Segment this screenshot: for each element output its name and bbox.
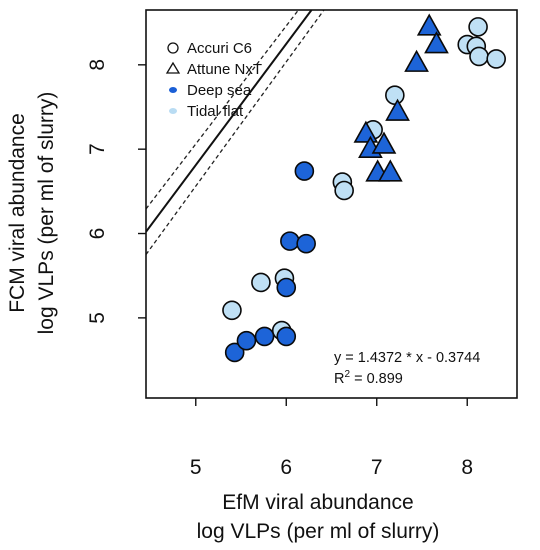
legend: Accuri C6 Attune NxT Deep sea Tidal flat xyxy=(165,40,262,120)
confidence-lower-line xyxy=(146,10,325,255)
deep-sea-triangle-point xyxy=(353,120,379,143)
fit-lines xyxy=(146,10,325,255)
deep-sea-circle-point xyxy=(276,277,297,298)
tidal-flat-circle-point xyxy=(486,49,506,69)
y-tick-label: 8 xyxy=(86,59,109,71)
plot-frame xyxy=(145,9,518,399)
deep-sea-circle-point xyxy=(280,231,300,251)
deep-sea-circle-point xyxy=(254,326,275,347)
x-axis-title-line1: EfM viral abundance xyxy=(222,491,413,514)
y-axis-title-line1: FCM viral abundance xyxy=(6,113,29,313)
deep-sea-circle-point xyxy=(224,342,245,363)
y-tick-label: 7 xyxy=(86,143,109,155)
x-axis-title-line2: log VLPs (per ml of slurry) xyxy=(197,520,440,543)
deep-sea-circle-point xyxy=(294,161,315,181)
deep-sea-triangle-point xyxy=(424,31,449,54)
deep-sea-circle-point xyxy=(276,326,297,347)
tidal-flat-circle-point xyxy=(222,300,242,321)
legend-label: Tidal flat xyxy=(187,103,244,120)
deep-sea-circle-point xyxy=(236,330,257,351)
tidal-flat-circle-point xyxy=(334,180,354,201)
tidal-flat-circle-point xyxy=(469,46,489,67)
deep-sea-triangle-point xyxy=(404,49,429,72)
confidence-upper-line xyxy=(146,10,300,210)
y-axis-title-line2: log VLPs (per ml of slurry) xyxy=(35,92,58,335)
legend-label: Accuri C6 xyxy=(187,40,252,57)
x-tick-label: 6 xyxy=(280,456,292,479)
legend-triangle-icon xyxy=(165,61,181,74)
deep-sea-triangle-point xyxy=(385,98,410,121)
tidal-flat-circle-point xyxy=(468,17,488,37)
deep-sea-triangle-point xyxy=(377,159,403,182)
plot-area: 5 6 7 8 5 6 7 8 xyxy=(86,9,518,479)
y-tick-label: 5 xyxy=(86,312,109,324)
legend-dot-icon xyxy=(169,87,177,93)
x-tick-label: 5 xyxy=(190,456,202,479)
y-tick-label: 6 xyxy=(86,228,109,240)
legend-label: Attune NxT xyxy=(187,61,262,78)
r-squared-label: R2 = 0.899 xyxy=(334,369,403,387)
deep-sea-circle-point xyxy=(296,233,316,254)
regression-equation: y = 1.4372 * x - 0.3744 xyxy=(334,350,480,366)
x-tick-label: 8 xyxy=(461,456,473,479)
tidal-flat-circle-point xyxy=(251,272,271,293)
tidal-flat-circle-point xyxy=(385,85,405,105)
regression-line xyxy=(146,10,313,233)
legend-dot-icon xyxy=(169,108,177,114)
deep-sea-triangle-point xyxy=(371,131,397,154)
legend-label: Deep sea xyxy=(187,82,252,99)
deep-sea-triangle-point xyxy=(416,13,442,36)
x-tick-label: 7 xyxy=(371,456,383,479)
legend-circle-icon xyxy=(167,42,179,54)
